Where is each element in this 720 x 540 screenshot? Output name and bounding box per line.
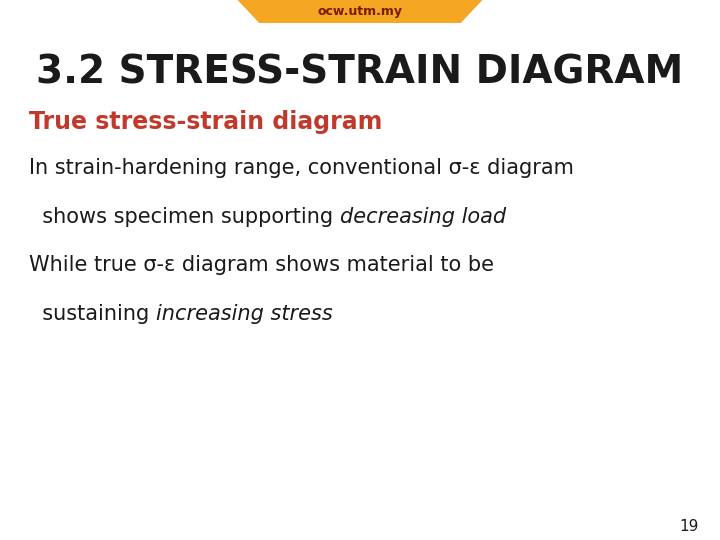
Text: True stress-strain diagram: True stress-strain diagram	[29, 110, 382, 134]
Text: 19: 19	[679, 519, 698, 534]
Text: decreasing load: decreasing load	[340, 207, 505, 227]
Text: increasing stress: increasing stress	[156, 303, 333, 323]
Text: While true σ-ε diagram shows material to be: While true σ-ε diagram shows material to…	[29, 255, 494, 275]
Text: In strain-hardening range, conventional σ-ε diagram: In strain-hardening range, conventional …	[29, 158, 574, 178]
Text: shows specimen supporting: shows specimen supporting	[29, 207, 340, 227]
Polygon shape	[238, 0, 482, 23]
Text: ocw.utm.my: ocw.utm.my	[318, 5, 402, 18]
Text: 3.2 STRESS-STRAIN DIAGRAM: 3.2 STRESS-STRAIN DIAGRAM	[37, 53, 683, 92]
Text: sustaining: sustaining	[29, 303, 156, 323]
